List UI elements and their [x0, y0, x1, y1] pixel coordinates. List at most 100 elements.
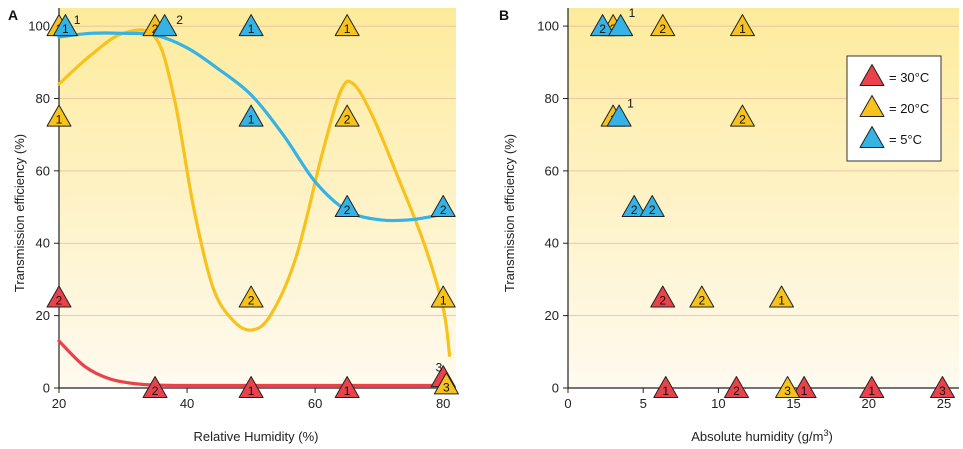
panel-a-point-red-shape [334, 376, 360, 398]
panel-a-point-yellow: 2 [334, 104, 360, 127]
panel-b-ytick-label: 80 [545, 91, 559, 106]
panel-a-point-blue-shape [334, 195, 360, 218]
panel-a-point-blue-number: 2 [440, 203, 447, 217]
panel-b-point-yellow: 2 [650, 14, 676, 37]
panel-b-point-yellow-number: 3 [784, 384, 791, 398]
panel-b-point-blue-shape [590, 14, 616, 37]
panel-a-xtick-label: 80 [436, 396, 450, 411]
panel-a-chart: 0204060801002040608022111122121311122123… [8, 7, 459, 444]
panel-a-xtick-label: 20 [52, 396, 66, 411]
panel-a-point-yellow: 2 [238, 285, 264, 308]
panel-a-point-blue-number: 1 [62, 22, 69, 36]
panel-a-point-red: 1 [334, 376, 360, 398]
panel-a-point-blue: 1 [238, 14, 264, 37]
panel-a-point-red-shape [46, 285, 72, 308]
panel-b-point-yellow-shape [729, 104, 755, 127]
panel-b-point-red: 2 [650, 285, 676, 308]
panel-a-point-blue-shape [52, 14, 78, 37]
panel-a-point-blue: 1 [52, 14, 78, 37]
panel-b-point-blue-number: 2 [599, 22, 606, 36]
panel-b-point-red-shape [650, 285, 676, 308]
panel-b-point-blue-shape [606, 104, 632, 127]
panel-a-side-label: 1 [74, 13, 81, 27]
panel-a-point-yellow-shape [46, 104, 72, 127]
panel-a-point-red-number: 2 [152, 384, 159, 398]
panel-a-point-yellow-shape [433, 372, 459, 395]
legend: = 30°C = 20°C = 5°C [846, 55, 942, 162]
panel-b-chart: 0204060801000510152025212113221122132221… [499, 6, 959, 444]
panel-b-xtick-label: 15 [786, 396, 800, 411]
panel-b-point-yellow-number: 2 [659, 22, 666, 36]
panel-b-ytick-label: 20 [545, 308, 559, 323]
panel-a-point-blue-shape [430, 195, 456, 218]
panel-a-point-red-number: 2 [56, 294, 63, 308]
panel-b-point-yellow: 1 [729, 14, 755, 37]
panel-a-point-blue: 2 [430, 195, 456, 218]
panel-b-xtick-label: 10 [711, 396, 725, 411]
legend-marker-red [859, 64, 885, 86]
panel-a-ytick-label: 100 [28, 19, 50, 34]
panel-a-point-yellow: 1 [46, 104, 72, 127]
panel-b-point-red-shape [653, 376, 679, 398]
legend-marker-yellow-shape [859, 95, 885, 117]
panel-a-ylabel: Transmission efficiency (%) [12, 134, 27, 292]
panel-a-point-yellow-number: 2 [248, 294, 255, 308]
panel-a-point-yellow: 1 [430, 285, 456, 308]
panel-a-point-yellow-shape [334, 104, 360, 127]
panel-b-point-red-number: 3 [939, 384, 946, 398]
panel-b-point-yellow: 1 [769, 285, 795, 308]
panel-a-curve-blue [57, 31, 445, 223]
panel-a-point-red: 2 [142, 376, 168, 398]
panel-a-ytick-label: 20 [36, 308, 50, 323]
panel-b-point-blue: 2 [621, 195, 647, 218]
panel-b-point-red: 2 [723, 376, 749, 398]
panel-a-point-blue-number: 2 [344, 203, 351, 217]
panel-b-point-yellow-shape [650, 14, 676, 37]
panel-b-letter: B [499, 7, 509, 23]
panel-b-point-red-number: 2 [733, 384, 740, 398]
panel-b-point-blue-number: 2 [631, 203, 638, 217]
panel-a-xlabel: Relative Humidity (%) [194, 429, 319, 444]
legend-label-red: = 30°C [889, 70, 929, 85]
panel-a-point-yellow-number: 1 [344, 22, 351, 36]
panel-a-point-red-shape [238, 376, 264, 398]
panel-b-point-blue: 2 [590, 14, 616, 37]
panel-a-curve-yellow [57, 28, 452, 357]
legend-marker-blue [859, 126, 885, 148]
panel-b-point-red-shape [929, 376, 955, 398]
panel-b-xtick-label: 25 [937, 396, 951, 411]
panel-b-point-yellow: 2 [689, 285, 715, 308]
panel-a-point-blue-number: 1 [248, 22, 255, 36]
panel-a-point-yellow-number: 3 [443, 380, 450, 394]
panel-a-side-label: 2 [176, 13, 183, 27]
panel-a-point-yellow-shape [430, 285, 456, 308]
panel-b-point-red: 3 [929, 376, 955, 398]
panel-b-point-blue [606, 104, 632, 127]
panel-b-xtick-label: 5 [640, 396, 647, 411]
panel-a-point-yellow: 3 [433, 372, 459, 395]
panel-a-point-blue [152, 14, 178, 37]
legend-label-blue: = 5°C [889, 132, 922, 147]
panel-a-point-red-shape [142, 376, 168, 398]
panel-b-point-red-shape [791, 376, 817, 398]
panel-b-point-yellow: 2 [729, 104, 755, 127]
panel-b-point-red-number: 1 [801, 384, 808, 398]
panel-b-point-yellow-shape [689, 285, 715, 308]
panel-b-point-blue [608, 14, 634, 37]
panel-b-point-blue-shape [608, 14, 634, 37]
panel-a-xtick-label: 40 [180, 396, 194, 411]
panel-b-point-red: 1 [653, 376, 679, 398]
legend-marker-blue-shape [859, 126, 885, 148]
panel-b-ytick-label: 0 [552, 381, 559, 396]
panel-b-side-label: 1 [627, 96, 634, 110]
panel-b-point-yellow: 3 [775, 376, 801, 398]
panel-b-ytick-label: 100 [537, 19, 559, 34]
panel-a-point-yellow-shape [238, 285, 264, 308]
panel-a-point-yellow-number: 1 [56, 113, 63, 127]
legend-label-yellow: = 20°C [889, 101, 929, 116]
panel-a-point-red: 1 [238, 376, 264, 398]
legend-marker-red-shape [859, 64, 885, 86]
panel-a-point-red-number: 1 [248, 384, 255, 398]
panel-b-point-red: 1 [859, 376, 885, 398]
